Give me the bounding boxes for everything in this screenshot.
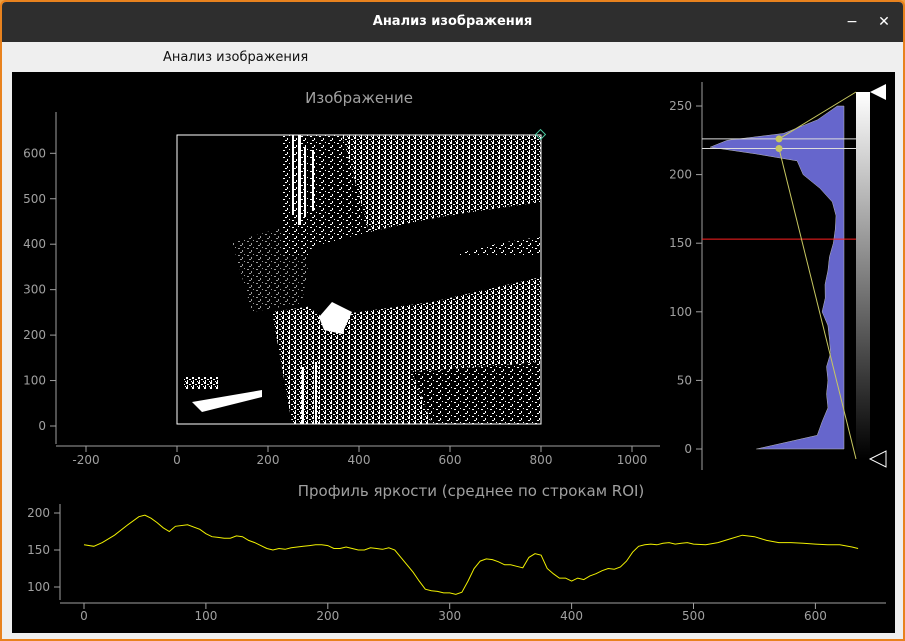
- image-plot-title: Изображение: [305, 89, 413, 107]
- image-x-tick-label: 600: [439, 453, 462, 467]
- profile-x-tick-label: 300: [438, 609, 461, 623]
- window-title: Анализ изображения: [372, 14, 533, 29]
- profile-x-tick-label: 100: [194, 609, 217, 623]
- profile-plot[interactable]: Профиль яркости (среднее по строкам ROI)…: [27, 482, 886, 623]
- histogram-y-tick-label: 250: [669, 99, 692, 113]
- histogram-y-tick-label: 100: [669, 305, 692, 319]
- level-map-upper: [778, 91, 857, 140]
- image-x-tick-label: 800: [530, 453, 553, 467]
- image-y-tick-label: 600: [23, 146, 46, 160]
- image-y-tick-label: 400: [23, 237, 46, 251]
- menu-bar: Анализ изображения: [2, 42, 903, 70]
- roi-rectangle[interactable]: [176, 134, 542, 425]
- histogram-panel[interactable]: 0 50 100 150 200 250: [669, 82, 887, 470]
- profile-x-tick-label: 600: [804, 609, 827, 623]
- histogram-y-tick-label: 150: [669, 236, 692, 250]
- title-bar: Анализ изображения − ✕: [2, 2, 903, 42]
- region-upper-knob[interactable]: [775, 135, 783, 143]
- roi-resize-handle[interactable]: [534, 128, 547, 141]
- image-y-tick-label: 200: [23, 328, 46, 342]
- image-y-tick-label: 0: [38, 419, 46, 433]
- image-x-tick-label: 0: [173, 453, 181, 467]
- minimize-button[interactable]: −: [846, 14, 858, 30]
- profile-x-tick-label: 500: [682, 609, 705, 623]
- image-y-ticks: 0 100 200 300 400 500 600: [23, 146, 56, 433]
- image-plot[interactable]: Изображение -200 0 200 400 600 800 1000 0 100 20…: [23, 89, 660, 467]
- image-x-tick-label: -200: [72, 453, 99, 467]
- histogram-curve: [709, 105, 845, 450]
- region-lower-knob[interactable]: [775, 145, 783, 153]
- binary-image: [176, 128, 547, 425]
- image-x-ticks: -200 0 200 400 600 800 1000: [72, 446, 647, 467]
- histogram-y-tick-label: 50: [677, 373, 692, 387]
- profile-y-tick-label: 100: [27, 580, 50, 594]
- profile-y-tick-label: 200: [27, 506, 50, 520]
- profile-y-tick-label: 150: [27, 543, 50, 557]
- profile-y-ticks: 100 150 200: [27, 506, 60, 594]
- histogram-y-tick-label: 0: [684, 442, 692, 456]
- profile-x-tick-label: 200: [316, 609, 339, 623]
- histogram-y-ticks: 0 50 100 150 200 250: [669, 99, 702, 456]
- image-y-tick-label: 100: [23, 374, 46, 388]
- image-x-tick-label: 400: [348, 453, 371, 467]
- close-button[interactable]: ✕: [878, 14, 890, 30]
- image-x-tick-label: 200: [257, 453, 280, 467]
- max-level-handle[interactable]: [870, 84, 886, 100]
- min-level-handle[interactable]: [868, 450, 887, 468]
- gradient-bar[interactable]: [856, 92, 870, 459]
- menu-item-analysis[interactable]: Анализ изображения: [163, 50, 309, 65]
- image-y-tick-label: 500: [23, 192, 46, 206]
- level-map-lower: [778, 148, 857, 460]
- histogram-y-tick-label: 200: [669, 168, 692, 182]
- profile-plot-title: Профиль яркости (среднее по строкам ROI): [298, 482, 645, 500]
- profile-x-tick-label: 0: [80, 609, 88, 623]
- image-y-tick-label: 300: [23, 283, 46, 297]
- plot-area: Изображение -200 0 200 400 600 800 1000 0 100 20…: [12, 72, 895, 633]
- plots-canvas: Изображение -200 0 200 400 600 800 1000 010020…: [23, 82, 887, 623]
- image-x-tick-label: 1000: [617, 453, 648, 467]
- profile-x-tick-label: 400: [560, 609, 583, 623]
- profile-series-line: [83, 514, 859, 595]
- profile-x-ticks: 0 100 200 300 400 500 600: [80, 603, 827, 623]
